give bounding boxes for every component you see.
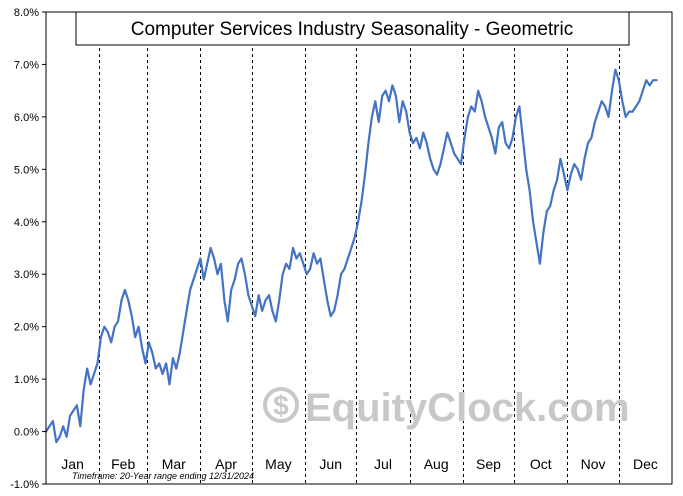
y-tick-label: 4.0% xyxy=(14,217,39,229)
y-tick-label: -1.0% xyxy=(10,479,39,491)
x-tick-label-dec: Dec xyxy=(633,456,658,472)
title-box: Computer Services Industry Seasonality -… xyxy=(75,11,630,46)
x-tick-label-apr: Apr xyxy=(215,456,237,472)
y-axis: 8.0% 7.0% 6.0% 5.0% 4.0% 3.0% 2.0% 1.0% 0.0% -1.0… xyxy=(10,7,46,491)
y-tick-label: 5.0% xyxy=(14,164,39,176)
y-tick-label: 0.0% xyxy=(14,427,39,439)
y-tick-label: 1.0% xyxy=(14,374,39,386)
series-line-0 xyxy=(44,68,658,444)
watermark-logo-glyph: $ xyxy=(273,390,289,421)
x-tick-label-nov: Nov xyxy=(581,456,606,472)
x-tick-label-jan: Jan xyxy=(61,456,84,472)
y-tick-label: 3.0% xyxy=(14,269,39,281)
watermark-logo-icon xyxy=(263,387,299,423)
y-tick-label: 2.0% xyxy=(14,322,39,334)
x-tick-label-jun: Jun xyxy=(319,456,342,472)
y-tick-label: 6.0% xyxy=(14,112,39,124)
x-tick-label-aug: Aug xyxy=(424,456,449,472)
chart-title: Computer Services Industry Seasonality -… xyxy=(131,19,573,40)
y-tick-label: 8.0% xyxy=(14,7,39,19)
x-tick-label-feb: Feb xyxy=(111,456,135,472)
watermark-text: EquityClock.com xyxy=(305,386,630,430)
x-tick-label-jul: Jul xyxy=(374,456,392,472)
title-box-frame xyxy=(75,11,630,46)
x-tick-label-sep: Sep xyxy=(476,456,501,472)
watermark: $ EquityClock.com xyxy=(263,386,630,430)
x-tick-label-may: May xyxy=(265,456,291,472)
x-axis: Jan Feb Mar Apr May Jun Jul Aug Sep Oct Nov Dec xyxy=(61,456,658,472)
y-tick-label: 7.0% xyxy=(14,59,39,71)
x-tick-label-oct: Oct xyxy=(530,456,552,472)
series-layer xyxy=(44,68,658,444)
timeframe-footnote: Timeframe: 20-Year range ending 12/31/20… xyxy=(72,471,254,481)
x-tick-label-mar: Mar xyxy=(162,456,186,472)
